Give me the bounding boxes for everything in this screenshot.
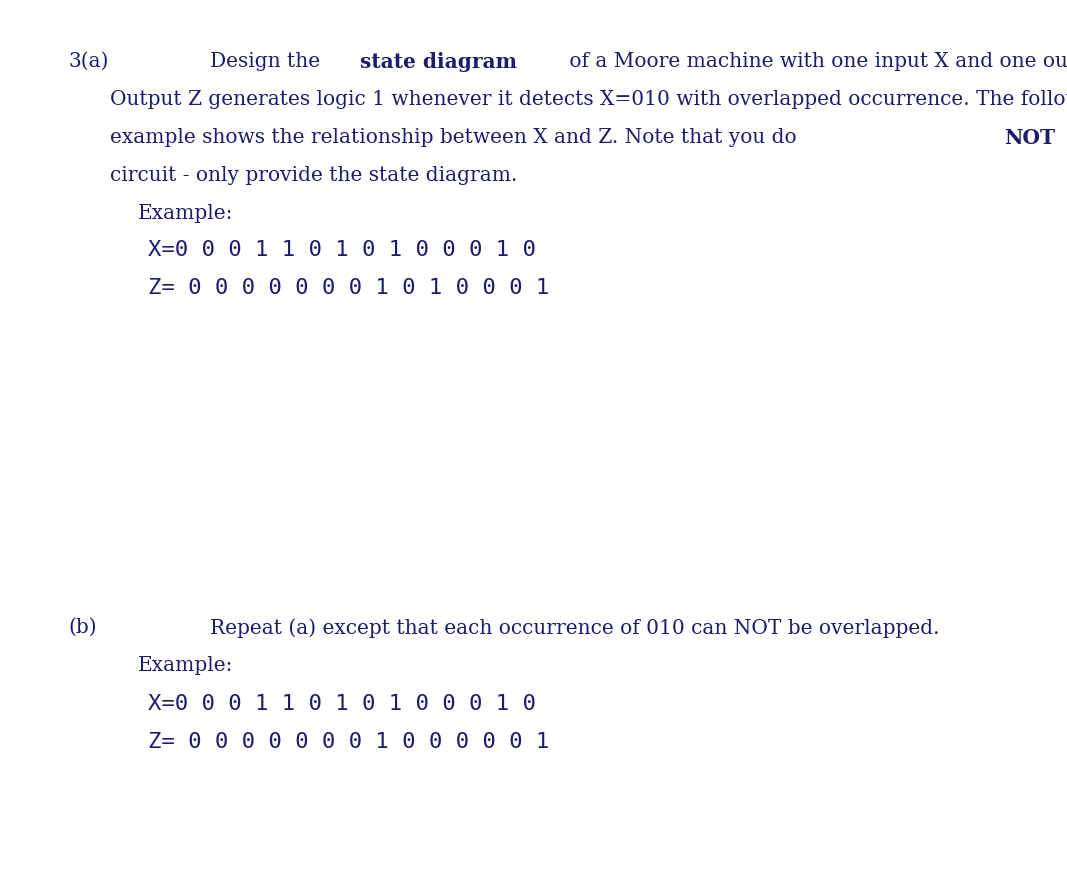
Text: Example:: Example: [138, 656, 234, 675]
Text: of a Moore machine with one input X and one output Z.: of a Moore machine with one input X and … [563, 52, 1067, 71]
Text: Design the: Design the [210, 52, 327, 71]
Text: Z= 0 0 0 0 0 0 0 1 0 1 0 0 0 1: Z= 0 0 0 0 0 0 0 1 0 1 0 0 0 1 [148, 278, 550, 298]
Text: X=0 0 0 1 1 0 1 0 1 0 0 0 1 0: X=0 0 0 1 1 0 1 0 1 0 0 0 1 0 [148, 240, 536, 260]
Text: 3(a): 3(a) [68, 52, 109, 71]
Text: example shows the relationship between X and Z. Note that you do: example shows the relationship between X… [110, 128, 803, 147]
Text: Output Z generates logic 1 whenever it detects X=010 with overlapped occurrence.: Output Z generates logic 1 whenever it d… [110, 90, 1067, 109]
Text: Z= 0 0 0 0 0 0 0 1 0 0 0 0 0 1: Z= 0 0 0 0 0 0 0 1 0 0 0 0 0 1 [148, 732, 550, 752]
Text: circuit - only provide the state diagram.: circuit - only provide the state diagram… [110, 166, 517, 185]
Text: state diagram: state diagram [361, 52, 517, 72]
Text: Repeat (a) except that each occurrence of 010 can NOT be overlapped.: Repeat (a) except that each occurrence o… [210, 618, 940, 637]
Text: (b): (b) [68, 618, 97, 637]
Text: X=0 0 0 1 1 0 1 0 1 0 0 0 1 0: X=0 0 0 1 1 0 1 0 1 0 0 0 1 0 [148, 694, 536, 714]
Text: Example:: Example: [138, 204, 234, 223]
Text: NOT: NOT [1004, 128, 1055, 148]
